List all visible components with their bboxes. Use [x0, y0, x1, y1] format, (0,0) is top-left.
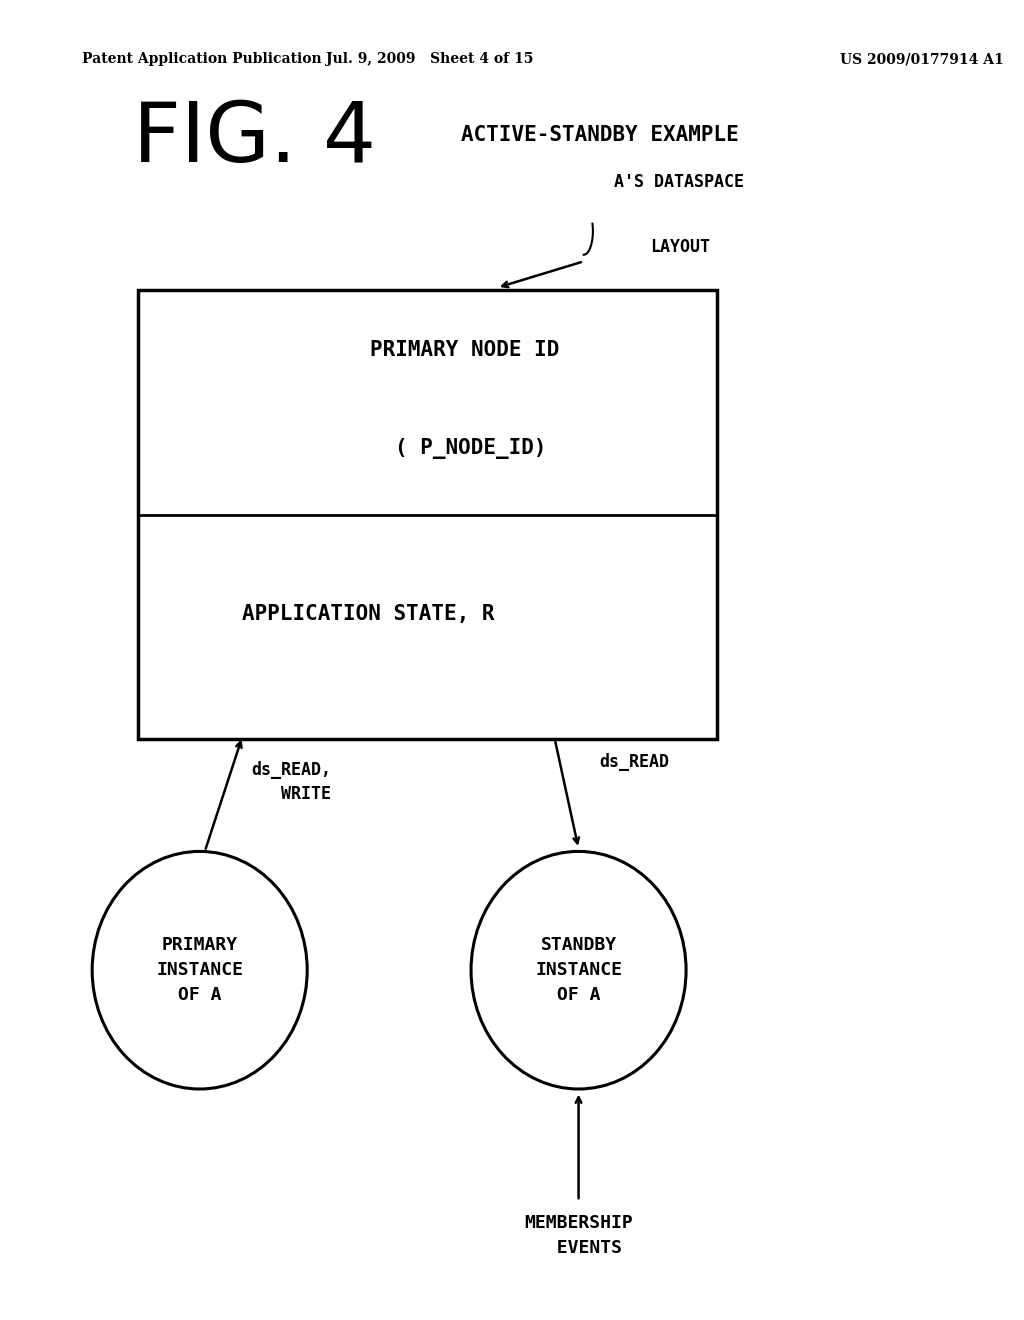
Text: PRIMARY NODE ID: PRIMARY NODE ID	[370, 339, 559, 360]
Text: PRIMARY
INSTANCE
OF A: PRIMARY INSTANCE OF A	[157, 936, 243, 1005]
Text: MEMBERSHIP
  EVENTS: MEMBERSHIP EVENTS	[524, 1214, 633, 1258]
Text: ACTIVE-STANDBY EXAMPLE: ACTIVE-STANDBY EXAMPLE	[461, 124, 738, 145]
Text: A'S DATASPACE: A'S DATASPACE	[614, 173, 744, 191]
Text: ( P_NODE_ID): ( P_NODE_ID)	[395, 438, 547, 459]
Text: Patent Application Publication: Patent Application Publication	[82, 53, 322, 66]
Text: APPLICATION STATE, R: APPLICATION STATE, R	[243, 603, 495, 623]
Ellipse shape	[92, 851, 307, 1089]
Ellipse shape	[471, 851, 686, 1089]
Text: Jul. 9, 2009   Sheet 4 of 15: Jul. 9, 2009 Sheet 4 of 15	[327, 53, 534, 66]
Text: FIG. 4: FIG. 4	[133, 98, 376, 180]
Text: STANDBY
INSTANCE
OF A: STANDBY INSTANCE OF A	[536, 936, 622, 1005]
FancyBboxPatch shape	[138, 290, 717, 739]
Text: ds_READ,
   WRITE: ds_READ, WRITE	[251, 762, 331, 803]
Text: ds_READ: ds_READ	[599, 754, 669, 771]
Text: US 2009/0177914 A1: US 2009/0177914 A1	[840, 53, 1004, 66]
Text: LAYOUT: LAYOUT	[650, 238, 711, 256]
